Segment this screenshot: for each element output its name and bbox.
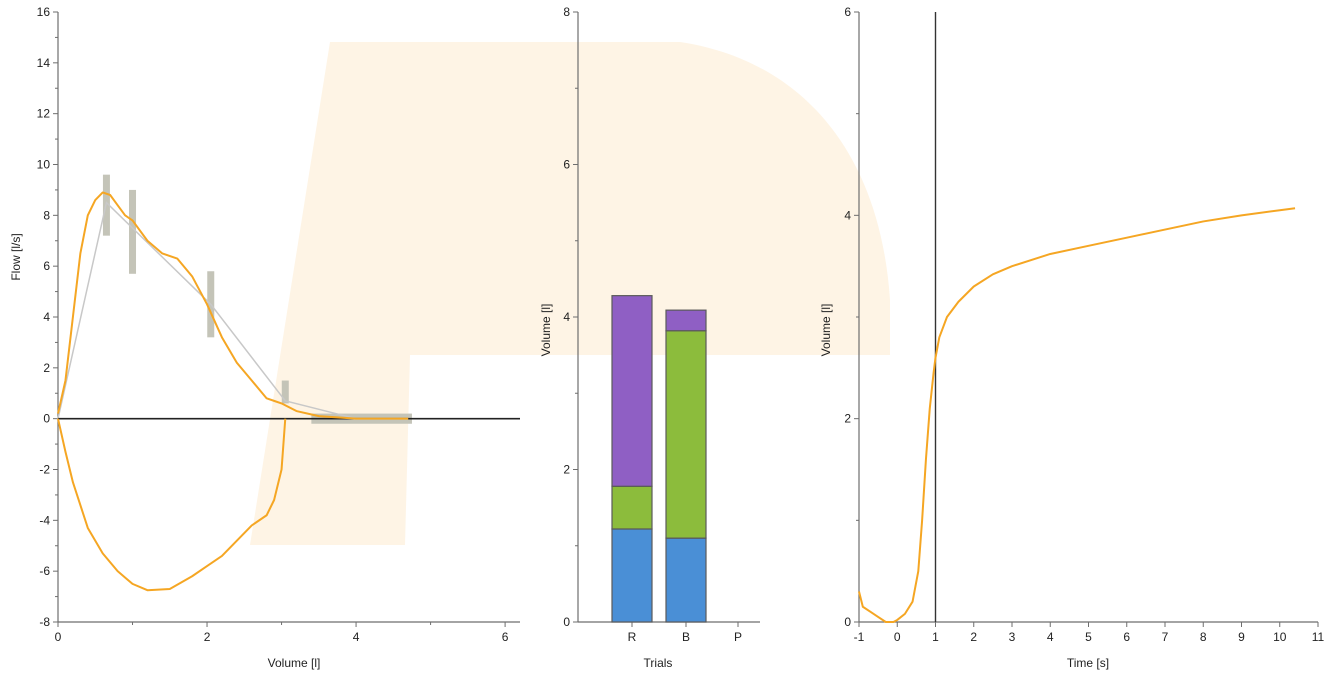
y-tick-label: -2 bbox=[39, 463, 50, 477]
predicted-range-bar bbox=[281, 380, 289, 404]
inspiratory-curve bbox=[57, 418, 287, 592]
bar-segment-R-0 bbox=[611, 528, 653, 623]
y-tick-label: 0 bbox=[563, 615, 570, 629]
y-tick-label: 4 bbox=[563, 310, 570, 324]
y-axis-title: Volume [l] bbox=[819, 304, 833, 357]
y-tick-label: 4 bbox=[43, 310, 50, 324]
x-tick-label: 9 bbox=[1238, 630, 1245, 644]
expiratory-curve bbox=[57, 191, 409, 420]
y-tick-label: 16 bbox=[37, 5, 51, 19]
x-tick-label: 6 bbox=[502, 630, 509, 644]
bar-segment-B-1 bbox=[665, 330, 707, 539]
y-tick-label: 8 bbox=[43, 208, 50, 222]
x-tick-label: R bbox=[628, 630, 637, 644]
x-tick-label: 3 bbox=[1009, 630, 1016, 644]
x-axis-title: Volume [l] bbox=[268, 656, 321, 670]
y-tick-label: -6 bbox=[39, 564, 50, 578]
x-tick-label: 6 bbox=[1123, 630, 1130, 644]
bar-segment-R-2 bbox=[611, 295, 653, 487]
x-axis-title: Time [s] bbox=[1067, 656, 1109, 670]
x-tick-label: 2 bbox=[970, 630, 977, 644]
predicted-line bbox=[57, 201, 409, 420]
x-tick-label: P bbox=[734, 630, 742, 644]
y-tick-label: 4 bbox=[844, 208, 851, 222]
x-tick-label: 0 bbox=[55, 630, 62, 644]
x-tick-label: B bbox=[682, 630, 690, 644]
y-tick-label: 2 bbox=[844, 412, 851, 426]
predicted-range-bar bbox=[129, 189, 137, 274]
y-axis-title: Volume [l] bbox=[539, 304, 553, 357]
x-tick-label: 4 bbox=[353, 630, 360, 644]
y-axis-title: Flow [l/s] bbox=[9, 233, 23, 280]
x-tick-label: 5 bbox=[1085, 630, 1092, 644]
x-tick-label: 8 bbox=[1200, 630, 1207, 644]
bar-segment-B-0 bbox=[665, 537, 707, 623]
x-tick-label: 0 bbox=[894, 630, 901, 644]
y-tick-label: 0 bbox=[43, 412, 50, 426]
y-tick-label: 14 bbox=[37, 56, 51, 70]
x-axis-title: Trials bbox=[644, 656, 673, 670]
bar-segment-B-2 bbox=[665, 309, 707, 332]
y-tick-label: 6 bbox=[43, 259, 50, 273]
x-tick-label: 11 bbox=[1312, 630, 1325, 644]
trials-volume-chart: 0 2 4 6 8 R B P Trials Volume [l] bbox=[539, 5, 760, 670]
y-tick-label: 0 bbox=[844, 615, 851, 629]
x-tick-label: 2 bbox=[204, 630, 211, 644]
y-tick-label: 8 bbox=[563, 5, 570, 19]
y-tick-label: -4 bbox=[39, 513, 50, 527]
x-tick-label: -1 bbox=[854, 630, 865, 644]
y-tick-label: 2 bbox=[563, 463, 570, 477]
y-tick-label: -8 bbox=[39, 615, 50, 629]
bar-segment-R-1 bbox=[611, 485, 653, 530]
x-tick-label: 10 bbox=[1273, 630, 1287, 644]
y-tick-label: 12 bbox=[37, 107, 51, 121]
flow-volume-chart: -8 -6 -4 -2 0 2 4 6 8 10 12 14 16 0 2 4 6 Volume [l] Flow … bbox=[9, 5, 520, 670]
y-tick-label: 6 bbox=[563, 158, 570, 172]
x-tick-label: 1 bbox=[932, 630, 939, 644]
volume-time-curve bbox=[858, 207, 1296, 623]
y-tick-label: 6 bbox=[844, 5, 851, 19]
y-tick-label: 2 bbox=[43, 361, 50, 375]
y-tick-label: 10 bbox=[37, 158, 51, 172]
x-tick-label: 4 bbox=[1047, 630, 1054, 644]
x-tick-label: 7 bbox=[1162, 630, 1169, 644]
